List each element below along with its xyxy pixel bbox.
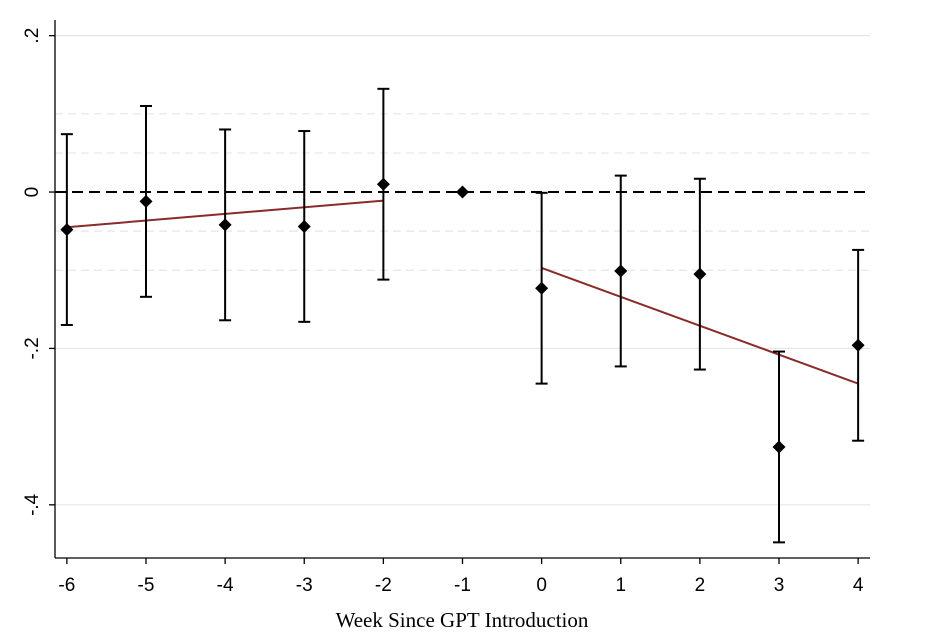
data-point: [614, 264, 628, 278]
point-estimates: [60, 177, 865, 454]
data-point: [139, 194, 153, 208]
axes: [54, 20, 870, 559]
x-tick-label: 3: [774, 575, 785, 596]
x-tick-label: -5: [138, 575, 155, 596]
data-point: [297, 219, 311, 233]
x-tick-label: 1: [615, 575, 626, 596]
x-tick-label: -2: [375, 575, 392, 596]
x-tick-label: -1: [454, 575, 471, 596]
y-tick-label: 0: [22, 187, 43, 198]
y-tick-label: .2: [22, 28, 43, 44]
confidence-intervals: [60, 87, 865, 544]
x-tick-label: 4: [853, 575, 864, 596]
data-point: [376, 177, 390, 191]
x-tick-label: -4: [217, 575, 234, 596]
grid-lines: [55, 35, 870, 506]
x-tick-label: -3: [296, 575, 313, 596]
data-point: [60, 223, 74, 237]
y-tick-label: -.4: [22, 493, 43, 516]
data-point: [851, 338, 865, 352]
x-tick-label: -6: [58, 575, 75, 596]
data-point: [535, 281, 549, 295]
axis-ticks: -6 -5 -4 -3 -2 -1 0 1 2 3 4 .2 0 -.2 -.4: [22, 28, 864, 596]
fit-lines: [66, 199, 859, 385]
y-tick-label: -.2: [22, 337, 43, 359]
data-point: [693, 267, 707, 281]
data-point: [218, 218, 232, 232]
x-axis-title: Week Since GPT Introduction: [336, 608, 589, 632]
x-tick-label: 0: [536, 575, 547, 596]
data-point: [772, 440, 786, 454]
data-point: [456, 185, 469, 199]
x-tick-label: 2: [695, 575, 706, 596]
